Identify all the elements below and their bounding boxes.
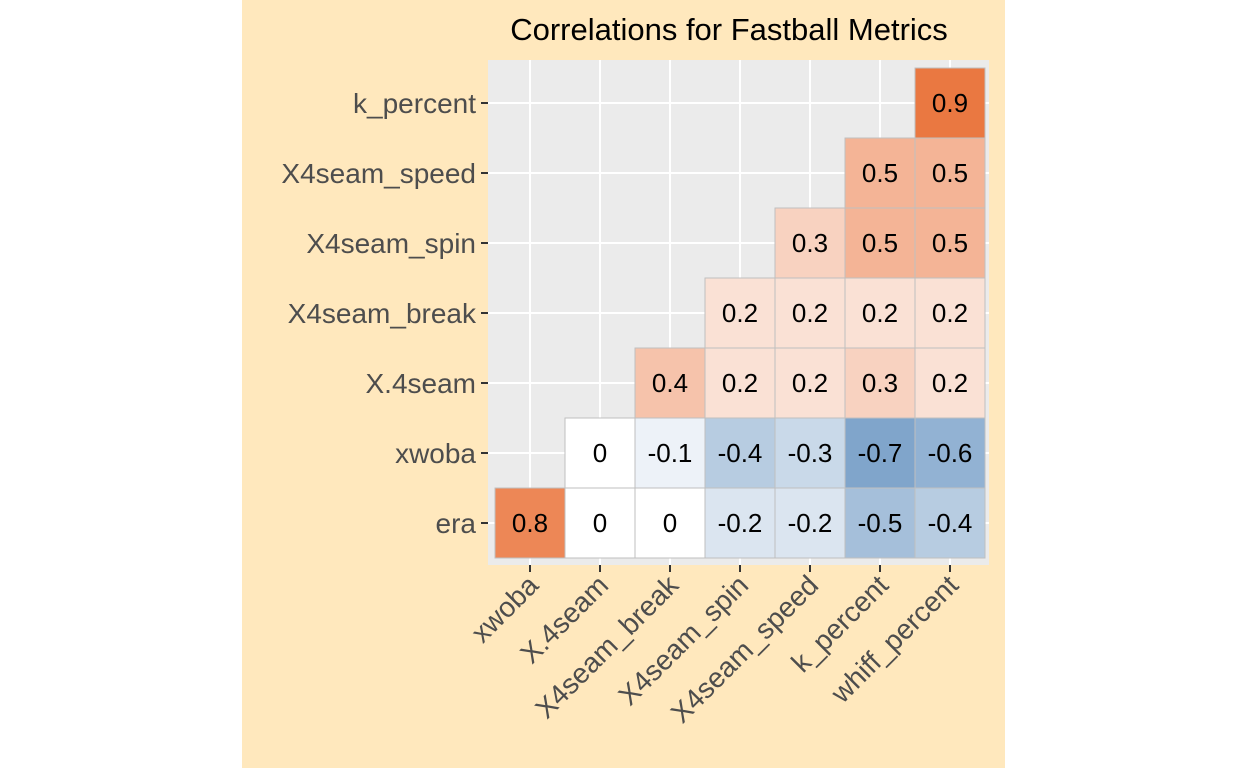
y-tick-label-xwoba: xwoba: [395, 438, 476, 469]
cell-label-x4seam-spin-x-4seam: 0.2: [722, 368, 758, 398]
cell-label-x4seam-speed-x4seam-spin: 0.3: [792, 228, 828, 258]
cell-label-x4seam-spin-xwoba: -0.4: [718, 438, 763, 468]
cell-label-xwoba-era: 0.8: [512, 508, 548, 538]
heatmap-cells: [494, 67, 986, 559]
heatmap-cell-x4seam-break-xwoba: [634, 417, 706, 489]
cell-label-x4seam-speed-xwoba: -0.3: [788, 438, 833, 468]
cell-label-k-percent-xwoba: -0.7: [858, 438, 903, 468]
chart-title: Correlations for Fastball Metrics: [510, 12, 948, 47]
cell-label-x4seam-speed-x-4seam: 0.2: [792, 368, 828, 398]
heatmap-cell-xwoba-era: [494, 487, 566, 559]
cell-label-k-percent-x4seam-break: 0.2: [862, 298, 898, 328]
cell-label-x4seam-break-xwoba: -0.1: [648, 438, 693, 468]
heatmap-cell-x4seam-speed-x4seam-spin: [774, 207, 846, 279]
cell-label-k-percent-x4seam-spin: 0.5: [862, 228, 898, 258]
cell-label-whiff-percent-xwoba: -0.6: [928, 438, 973, 468]
cell-label-x4seam-break-era: 0: [663, 508, 677, 538]
plot-panel: Correlations for Fastball Metrics 0.8 0 0 -…: [242, 0, 1005, 768]
heatmap-cell-k-percent-x4seam-break: [844, 277, 916, 349]
heatmap-cell-k-percent-x4seam-spin: [844, 207, 916, 279]
y-axis: era xwoba X.4seam X4seam_break X4seam_spin X4…: [281, 88, 488, 539]
correlation-heatmap: Correlations for Fastball Metrics 0.8 0 0 -…: [281, 12, 989, 729]
cell-label-x-4seam-era: 0: [593, 508, 607, 538]
heatmap-cell-x-4seam-xwoba: [564, 417, 636, 489]
heatmap-cell-whiff-percent-x4seam-speed: [914, 137, 986, 209]
heatmap-cell-k-percent-x4seam-speed: [844, 137, 916, 209]
heatmap-cell-x4seam-spin-xwoba: [704, 417, 776, 489]
cell-label-k-percent-x-4seam: 0.3: [862, 368, 898, 398]
heatmap-cell-k-percent-x-4seam: [844, 347, 916, 419]
heatmap-cell-x-4seam-era: [564, 487, 636, 559]
cell-label-x4seam-break-x-4seam: 0.4: [652, 368, 688, 398]
cell-label-whiff-percent-x4seam-break: 0.2: [932, 298, 968, 328]
cell-label-k-percent-era: -0.5: [858, 508, 903, 538]
heatmap-cell-whiff-percent-x-4seam: [914, 347, 986, 419]
cell-label-x4seam-speed-x4seam-break: 0.2: [792, 298, 828, 328]
cell-label-whiff-percent-x4seam-spin: 0.5: [932, 228, 968, 258]
y-tick-label-era: era: [436, 508, 477, 539]
cell-label-x4seam-spin-x4seam-break: 0.2: [722, 298, 758, 328]
cell-label-x-4seam-xwoba: 0: [593, 438, 607, 468]
y-tick-label-x4seam-spin: X4seam_spin: [306, 228, 476, 259]
heatmap-cell-x4seam-spin-x-4seam: [704, 347, 776, 419]
cell-label-x4seam-speed-era: -0.2: [788, 508, 833, 538]
heatmap-cell-x4seam-break-era: [634, 487, 706, 559]
y-tick-label-x-4seam: X.4seam: [366, 368, 477, 399]
heatmap-cell-x4seam-spin-x4seam-break: [704, 277, 776, 349]
x-axis: xwobaX.4seamX4seam_breakX4seam_spinX4sea…: [465, 565, 964, 729]
cell-label-k-percent-x4seam-speed: 0.5: [862, 158, 898, 188]
y-tick-label-k-percent: k_percent: [353, 88, 476, 119]
heatmap-cell-whiff-percent-k-percent: [914, 67, 986, 139]
y-tick-label-x4seam-speed: X4seam_speed: [281, 158, 476, 189]
cell-label-whiff-percent-x4seam-speed: 0.5: [932, 158, 968, 188]
cell-labels: 0.8 0 0 -0.2 -0.2 -0.5 -0.4 0 -0.1 -0.4 -0.3 -0.7 -0…: [512, 88, 972, 538]
y-tick-label-x4seam-break: X4seam_break: [288, 298, 477, 329]
cell-label-x4seam-spin-era: -0.2: [718, 508, 763, 538]
heatmap-cell-whiff-percent-x4seam-spin: [914, 207, 986, 279]
heatmap-cell-whiff-percent-xwoba: [914, 417, 986, 489]
cell-label-whiff-percent-k-percent: 0.9: [932, 88, 968, 118]
heatmap-cell-x4seam-speed-x-4seam: [774, 347, 846, 419]
heatmap-cell-whiff-percent-x4seam-break: [914, 277, 986, 349]
cell-label-whiff-percent-era: -0.4: [928, 508, 973, 538]
cell-label-whiff-percent-x-4seam: 0.2: [932, 368, 968, 398]
heatmap-cell-k-percent-era: [844, 487, 916, 559]
